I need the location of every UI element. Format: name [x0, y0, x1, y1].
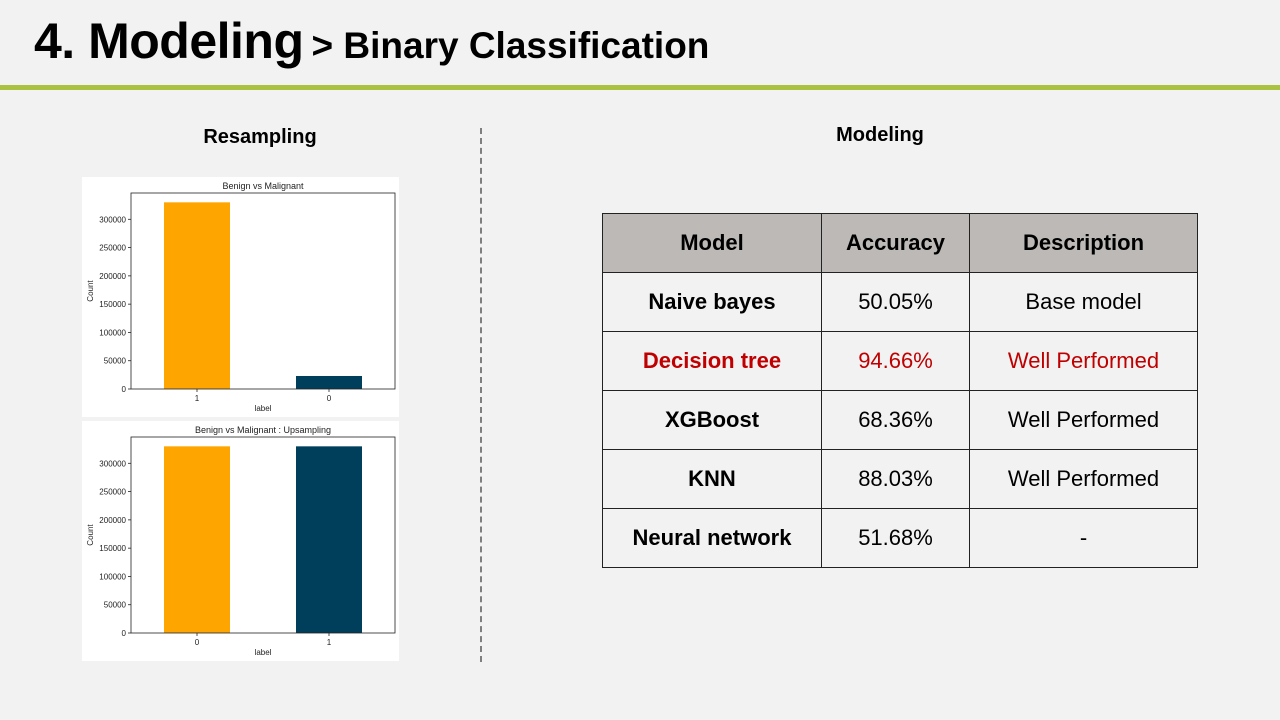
table-row: KNN 88.03% Well Performed	[602, 449, 1198, 509]
table-row: XGBoost 68.36% Well Performed	[602, 390, 1198, 450]
y-tick-label: 250000	[99, 488, 126, 497]
description-cell: Well Performed	[969, 390, 1198, 450]
description-cell: -	[969, 508, 1198, 568]
y-tick-label: 200000	[99, 516, 126, 525]
y-tick-label: 250000	[99, 244, 126, 253]
table-row-highlighted: Decision tree 94.66% Well Performed	[602, 331, 1198, 391]
y-tick-label: 0	[122, 629, 127, 638]
description-cell: Well Performed	[969, 331, 1198, 391]
resampling-heading: Resampling	[203, 126, 317, 148]
accuracy-cell: 94.66%	[821, 331, 970, 391]
y-tick-label: 100000	[99, 328, 126, 337]
x-tick-label: 0	[327, 394, 332, 403]
y-tick-label: 50000	[104, 357, 127, 366]
model-cell: XGBoost	[602, 390, 822, 450]
results-table: Model Accuracy Description Naive bayes 5…	[602, 213, 1198, 568]
chart-title: Benign vs Malignant : Upsampling	[195, 425, 331, 435]
y-tick-label: 50000	[104, 601, 127, 610]
x-tick-label: 1	[327, 638, 332, 647]
y-tick-label: 150000	[99, 300, 126, 309]
y-axis-label: Count	[86, 280, 95, 302]
description-cell: Base model	[969, 272, 1198, 332]
y-tick-label: 200000	[99, 272, 126, 281]
y-tick-label: 150000	[99, 544, 126, 553]
description-cell: Well Performed	[969, 449, 1198, 509]
table-header-row: Model Accuracy Description	[602, 213, 1198, 273]
accuracy-cell: 68.36%	[821, 390, 970, 450]
chart-upsampling-svg: Benign vs Malignant : Upsampling 0 1 0 50000…	[86, 425, 396, 657]
plot-frame	[130, 436, 396, 634]
model-cell: Naive bayes	[602, 272, 822, 332]
y-tick-label: 300000	[99, 459, 126, 468]
header-model: Model	[602, 213, 822, 273]
header-accuracy: Accuracy	[821, 213, 970, 273]
header-description: Description	[969, 213, 1198, 273]
x-tick-label: 1	[195, 394, 200, 403]
accuracy-cell: 88.03%	[821, 449, 970, 509]
y-tick-label: 100000	[99, 572, 126, 581]
chart-original: Benign vs Malignant 1 0 0 50000 100000 150000 2…	[82, 177, 399, 417]
bar	[296, 446, 362, 633]
accuracy-cell: 51.68%	[821, 508, 970, 568]
chart-original-svg: Benign vs Malignant 1 0 0 50000 100000 150000 2…	[86, 181, 396, 413]
table-row: Naive bayes 50.05% Base model	[602, 272, 1198, 332]
bar	[296, 375, 362, 389]
x-axis-label: label	[255, 648, 272, 657]
chart-upsampling: Benign vs Malignant : Upsampling 0 1 0 50000…	[82, 421, 399, 661]
bar	[164, 446, 230, 633]
model-cell: Decision tree	[602, 331, 822, 391]
accuracy-cell: 50.05%	[821, 272, 970, 332]
x-axis-label: label	[255, 404, 272, 413]
x-tick-label: 0	[195, 638, 200, 647]
model-cell: KNN	[602, 449, 822, 509]
model-cell: Neural network	[602, 508, 822, 568]
y-tick-label: 300000	[99, 215, 126, 224]
y-tick-label: 0	[122, 385, 127, 394]
y-axis-label: Count	[86, 524, 95, 546]
modeling-heading: Modeling	[836, 124, 924, 146]
slide-title: 4. Modeling > Binary Classification	[34, 12, 709, 70]
chart-title: Benign vs Malignant	[222, 181, 304, 191]
title-main: 4. Modeling	[34, 13, 304, 69]
table-row: Neural network 51.68% -	[602, 508, 1198, 568]
title-underline	[0, 85, 1280, 90]
bar	[164, 202, 230, 389]
plot-frame	[130, 192, 396, 390]
title-subtitle: > Binary Classification	[311, 25, 710, 66]
section-divider	[480, 128, 482, 662]
